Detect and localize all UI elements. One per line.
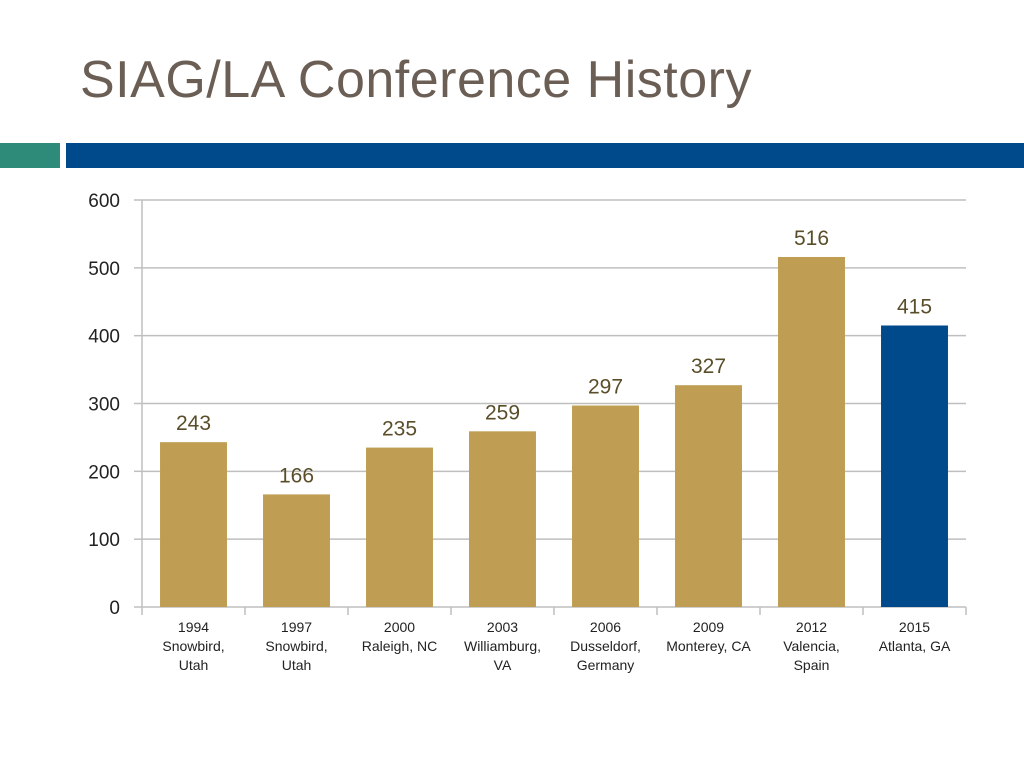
bar [263, 494, 330, 607]
data-label: 166 [279, 464, 314, 487]
data-label: 327 [691, 355, 726, 378]
x-tick-label: 2009 [693, 619, 724, 635]
data-label: 259 [485, 401, 520, 424]
data-label: 516 [794, 227, 829, 250]
x-tick-label: Raleigh, NC [362, 638, 437, 654]
y-tick-label: 100 [88, 530, 120, 551]
x-tick-label: Monterey, CA [666, 638, 751, 654]
x-tick-label: 2015 [899, 619, 930, 635]
x-tick-label: 1997 [281, 619, 312, 635]
x-tick-label: VA [494, 657, 512, 673]
bar [675, 385, 742, 607]
x-tick-label: Dusseldorf, [570, 638, 641, 654]
x-tick-label: Utah [179, 657, 209, 673]
bar [160, 442, 227, 607]
data-label: 415 [897, 295, 932, 318]
y-tick-label: 200 [88, 462, 120, 483]
x-tick-label: Snowbird, [265, 638, 327, 654]
slide-title: SIAG/LA Conference History [80, 51, 752, 109]
x-tick-label: Spain [794, 657, 830, 673]
data-label: 243 [176, 412, 211, 435]
bar-chart: 0 100 200 300 400 500 600 243 1994 Snowbird, Utah 1… [88, 191, 967, 673]
y-tick-label: 0 [109, 598, 120, 619]
x-tick-label: 2000 [384, 619, 415, 635]
x-tick-label: Utah [282, 657, 312, 673]
y-tick-label: 300 [88, 395, 120, 416]
bar [881, 325, 948, 607]
x-tick-label: 2006 [590, 619, 621, 635]
x-tick-label: Germany [577, 657, 635, 673]
x-tick-label: Williamburg, [464, 638, 541, 654]
x-tick-label: 2003 [487, 619, 518, 635]
bar [572, 405, 639, 607]
accent-band-blue [66, 143, 1024, 168]
data-label: 297 [588, 376, 623, 399]
x-tick-label: Valencia, [783, 638, 840, 654]
bar [778, 256, 845, 607]
data-label: 235 [382, 418, 417, 441]
bar [366, 447, 433, 607]
accent-band-teal [0, 143, 60, 168]
x-tick-label: 1994 [178, 619, 209, 635]
y-tick-label: 600 [88, 191, 120, 212]
y-tick-label: 500 [88, 259, 120, 280]
y-tick-label: 400 [88, 327, 120, 348]
x-tick-label: 2012 [796, 619, 827, 635]
x-tick-label: Snowbird, [162, 638, 224, 654]
bar [469, 431, 536, 607]
x-tick-label: Atlanta, GA [879, 638, 951, 654]
